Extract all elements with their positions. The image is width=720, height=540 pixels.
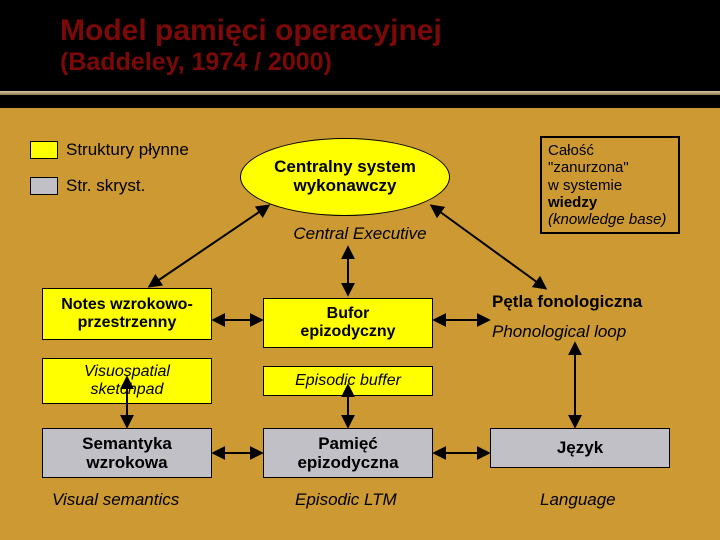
diagram-canvas: Struktury płynne Str. skryst. Całość "za… bbox=[0, 108, 720, 540]
node-visual-semantics-pl: Semantyka wzrokowa bbox=[42, 428, 212, 478]
node-language-pl: Język bbox=[490, 428, 670, 468]
central-pl: Centralny system wykonawczy bbox=[274, 158, 416, 195]
slide-title: Model pamięci operacyjnej bbox=[60, 14, 720, 48]
node-episodic-buffer-en: Episodic buffer bbox=[263, 366, 433, 396]
legend-fluid: Struktury płynne bbox=[30, 140, 189, 160]
annotation-line3: (knowledge base) bbox=[548, 211, 672, 228]
node-episodic-buffer-pl: Bufor epizodyczny bbox=[263, 298, 433, 348]
node-episodic-ltm-pl: Pamięć epizodyczna bbox=[263, 428, 433, 478]
legend-label-crystal: Str. skryst. bbox=[66, 176, 145, 196]
node-central-executive: Centralny system wykonawczy bbox=[240, 138, 450, 216]
node-phonological-title: Pętla fonologiczna bbox=[492, 292, 642, 312]
legend-swatch-crystal bbox=[30, 177, 58, 195]
node-language-en: Language bbox=[540, 490, 616, 510]
node-visuospatial-en: Visuospatial sketchpad bbox=[42, 358, 212, 404]
slide-subtitle: (Baddeley, 1974 / 2000) bbox=[60, 48, 720, 77]
node-visuospatial-pl: Notes wzrokowo- przestrzenny bbox=[42, 288, 212, 340]
node-episodic-ltm-en: Episodic LTM bbox=[295, 490, 397, 510]
divider-line bbox=[0, 91, 720, 95]
annotation-line1: Całość "zanurzona" bbox=[548, 142, 672, 177]
annotation-line2: w systemie wiedzy bbox=[548, 177, 672, 212]
annotation-knowledge-base: Całość "zanurzona" w systemie wiedzy (kn… bbox=[540, 136, 680, 234]
slide-header: Model pamięci operacyjnej (Baddeley, 197… bbox=[0, 0, 720, 83]
legend-label-fluid: Struktury płynne bbox=[66, 140, 189, 160]
legend-swatch-fluid bbox=[30, 141, 58, 159]
node-phonological-en: Phonological loop bbox=[492, 322, 626, 342]
legend-crystal: Str. skryst. bbox=[30, 176, 145, 196]
node-visual-semantics-en: Visual semantics bbox=[52, 490, 179, 510]
central-en: Central Executive bbox=[280, 224, 440, 244]
